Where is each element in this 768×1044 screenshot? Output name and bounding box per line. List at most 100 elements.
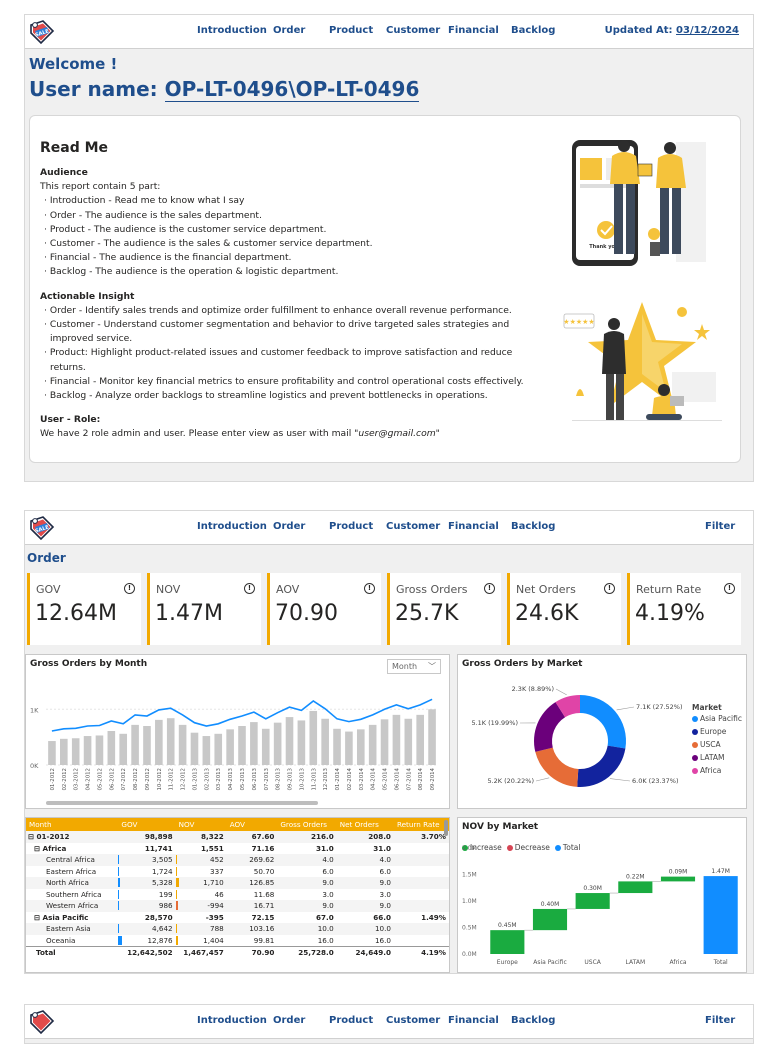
month-bar[interactable] <box>84 736 92 765</box>
month-bar[interactable] <box>108 731 116 765</box>
nav-financial[interactable]: Financial <box>448 521 499 532</box>
month-bar[interactable] <box>357 729 365 765</box>
kpi-value: 24.6K <box>515 601 578 626</box>
slice-label: 7.1K (27.52%) <box>636 703 683 711</box>
nav-product[interactable]: Product <box>329 521 373 532</box>
nav-backlog[interactable]: Backlog <box>511 25 555 36</box>
info-icon[interactable]: ! <box>604 583 615 594</box>
donut-slice[interactable] <box>535 748 578 787</box>
filter-button[interactable]: Filter <box>705 521 735 532</box>
increase-bar[interactable] <box>490 930 524 954</box>
column-header[interactable]: Net Orders <box>337 818 394 831</box>
month-bar[interactable] <box>191 733 199 765</box>
month-bar[interactable] <box>393 715 401 765</box>
column-header[interactable]: Gross Orders <box>277 818 336 831</box>
month-bar[interactable] <box>131 725 139 765</box>
horizontal-scrollbar[interactable] <box>46 801 318 805</box>
info-icon[interactable]: ! <box>724 583 735 594</box>
legend-item[interactable]: LATAM <box>692 753 742 762</box>
nav-order[interactable]: Order <box>273 1015 305 1026</box>
month-bar[interactable] <box>143 726 151 765</box>
month-bar[interactable] <box>214 734 222 765</box>
month-bar[interactable] <box>60 739 68 765</box>
increase-bar[interactable] <box>618 881 652 893</box>
column-header[interactable]: Month <box>26 818 118 831</box>
cell-text: ⊟ Asia Pacific <box>34 913 88 922</box>
increase-bar[interactable] <box>576 893 610 909</box>
total-bar[interactable] <box>704 876 738 954</box>
month-bar[interactable] <box>381 719 389 765</box>
nav-introduction[interactable]: Introduction <box>197 25 267 36</box>
info-icon[interactable]: ! <box>244 583 255 594</box>
nav-product[interactable]: Product <box>329 25 373 36</box>
nav-backlog[interactable]: Backlog <box>511 1015 555 1026</box>
month-bar[interactable] <box>167 718 175 765</box>
month-select[interactable]: Month﹀ <box>387 659 441 674</box>
nav-customer[interactable]: Customer <box>386 521 440 532</box>
month-bar[interactable] <box>345 732 353 765</box>
table-cell: 72.15 <box>227 912 278 924</box>
nav-financial[interactable]: Financial <box>448 1015 499 1026</box>
month-bar[interactable] <box>119 734 127 765</box>
month-bar[interactable] <box>416 715 424 765</box>
donut-slice[interactable] <box>577 746 625 787</box>
month-bar[interactable] <box>405 719 413 765</box>
month-bar[interactable] <box>226 729 234 765</box>
cell-text: 4,642 <box>152 924 173 933</box>
month-bar[interactable] <box>428 709 436 765</box>
month-bar[interactable] <box>250 722 258 765</box>
month-bar[interactable] <box>262 729 270 765</box>
nav-product[interactable]: Product <box>329 1015 373 1026</box>
column-header[interactable]: AOV <box>227 818 278 831</box>
legend-item[interactable]: Asia Pacific <box>692 714 742 723</box>
month-bar[interactable] <box>72 738 80 765</box>
table-scrollbar[interactable] <box>444 820 448 836</box>
month-bar[interactable] <box>309 711 317 765</box>
info-icon[interactable]: ! <box>484 583 495 594</box>
column-header[interactable]: NOV <box>176 818 227 831</box>
month-bar[interactable] <box>96 735 104 765</box>
increase-bar[interactable] <box>661 877 695 882</box>
month-bar[interactable] <box>286 717 294 765</box>
info-icon[interactable]: ! <box>364 583 375 594</box>
month-bar[interactable] <box>321 719 329 765</box>
nav-backlog[interactable]: Backlog <box>511 521 555 532</box>
nav-order[interactable]: Order <box>273 25 305 36</box>
increase-bar[interactable] <box>533 909 567 930</box>
column-header[interactable]: GOV <box>118 818 175 831</box>
nav-customer[interactable]: Customer <box>386 1015 440 1026</box>
legend-item[interactable]: Africa <box>692 766 742 775</box>
month-bar[interactable] <box>155 720 163 765</box>
month-bar[interactable] <box>369 725 377 765</box>
month-bar[interactable] <box>203 736 211 765</box>
month-bar[interactable] <box>274 723 282 765</box>
info-icon[interactable]: ! <box>124 583 135 594</box>
month-bar[interactable] <box>179 725 187 765</box>
filter-button[interactable]: Filter <box>705 1015 735 1026</box>
month-bar[interactable] <box>333 729 341 765</box>
nav-introduction[interactable]: Introduction <box>197 521 267 532</box>
nav-customer[interactable]: Customer <box>386 25 440 36</box>
month-bar[interactable] <box>48 741 56 765</box>
nav-introduction[interactable]: Introduction <box>197 1015 267 1026</box>
month-bar[interactable] <box>238 726 246 765</box>
column-header[interactable]: Return Rate <box>394 818 449 831</box>
table-cell: 11,741 <box>118 843 175 855</box>
donut-slice[interactable] <box>580 695 626 749</box>
legend-item[interactable]: USCA <box>692 740 742 749</box>
nav-financial[interactable]: Financial <box>448 25 499 36</box>
month-bar[interactable] <box>298 720 306 765</box>
legend-item[interactable]: Europe <box>692 727 742 736</box>
cell-text: 1.49% <box>421 913 446 922</box>
nav-order[interactable]: Order <box>273 521 305 532</box>
